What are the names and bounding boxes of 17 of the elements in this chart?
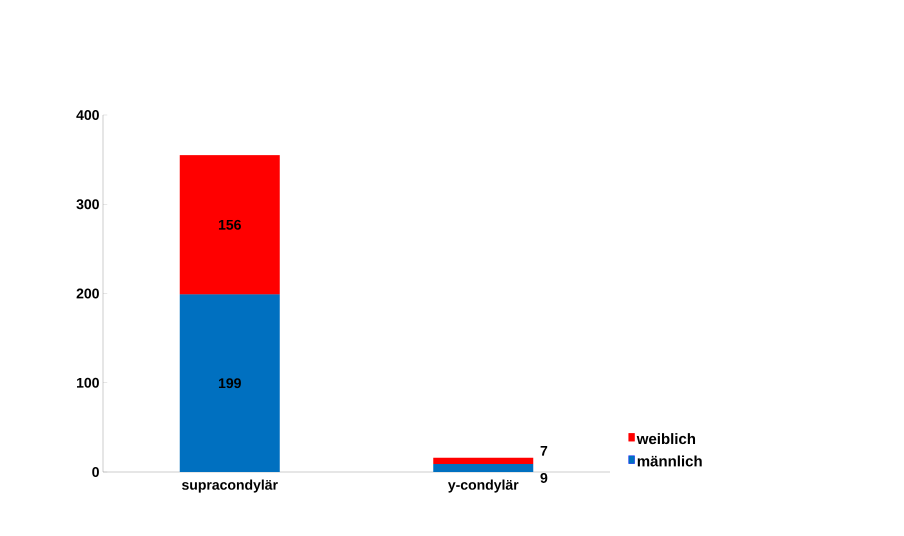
y-tick-label: 300 (76, 199, 99, 210)
bar (180, 294, 280, 472)
y-tick-label: 0 (92, 467, 99, 477)
bar (433, 458, 534, 464)
y-tick-label: 200 (76, 288, 99, 298)
data-label: 199 (218, 378, 241, 388)
legend-label: weiblich (636, 433, 696, 444)
y-tick-label: 100 (76, 378, 99, 388)
bar (180, 155, 280, 294)
y-tick-label: 400 (76, 110, 99, 120)
data-label: 7 (540, 446, 548, 456)
legend-label: männlich (638, 455, 702, 466)
x-tick-label: supracondylär (182, 480, 278, 493)
bar (433, 464, 534, 472)
data-label: 9 (540, 473, 548, 483)
x-tick-label: y-condylär (448, 480, 518, 493)
data-label: 156 (218, 220, 241, 230)
